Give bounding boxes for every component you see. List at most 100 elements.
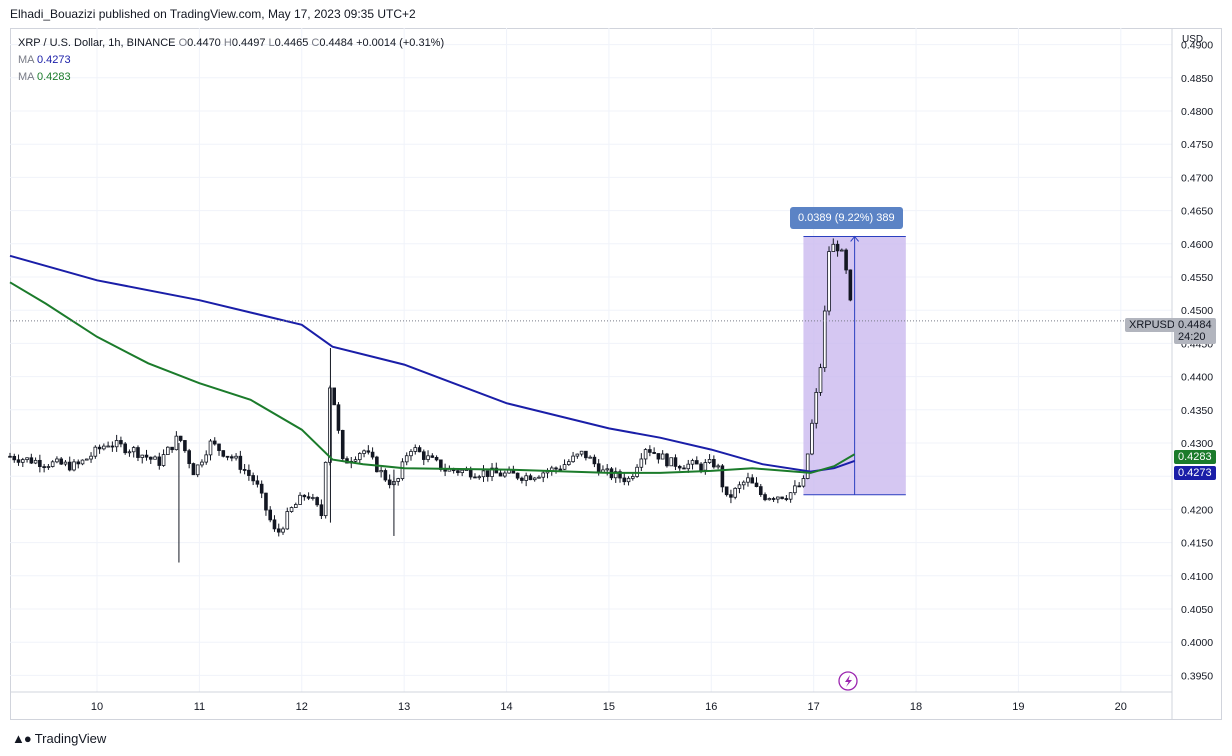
candle (166, 446, 170, 455)
candle (421, 449, 426, 466)
candle (362, 449, 366, 458)
y-tick-label: 0.4500 (1181, 305, 1213, 317)
candle (703, 459, 708, 475)
y-tick-label: 0.4150 (1181, 538, 1213, 550)
legend-ma2-row[interactable]: MA 0.4283 (18, 69, 444, 86)
legend-o-label: O (178, 37, 188, 49)
candle (191, 462, 196, 476)
candle (814, 388, 819, 429)
candle (234, 453, 238, 461)
candle (375, 455, 379, 473)
candle (97, 444, 102, 454)
candle (758, 483, 763, 497)
candle (797, 482, 801, 488)
candle (579, 450, 584, 457)
time-axis: 10 11 12 13 14 15 16 17 18 19 20 (91, 701, 1127, 713)
candle (456, 469, 460, 476)
legend-open: 0.4470 (187, 37, 221, 49)
y-tick-label: 0.3950 (1181, 670, 1213, 682)
measure-label[interactable]: 0.0389 (9.22%) 389 (790, 207, 903, 229)
candle (29, 453, 34, 464)
candle (669, 457, 673, 467)
candle (127, 449, 132, 457)
symbol-tag: XRPUSD (1125, 318, 1179, 332)
candle (793, 480, 797, 496)
candle (20, 457, 25, 468)
y-tick-label: 0.4100 (1181, 571, 1213, 583)
currency-label: USD (1182, 34, 1204, 45)
ma1-price-tag: 0.4273 (1174, 466, 1216, 480)
candle (25, 457, 29, 463)
candle (170, 446, 174, 453)
x-tick-label: 13 (398, 701, 410, 713)
candle (494, 462, 499, 474)
y-tick-label: 0.4750 (1181, 139, 1213, 151)
candle (426, 450, 430, 463)
candle (848, 269, 853, 302)
candle (788, 492, 793, 503)
y-tick-label: 0.4200 (1181, 504, 1213, 516)
candle (84, 458, 89, 461)
candle (571, 451, 575, 463)
candle (336, 402, 341, 434)
candle (801, 475, 806, 488)
legend-ohlc-row: XRP / U.S. Dollar, 1h, BINANCE O0.4470 H… (18, 35, 444, 52)
candle (763, 492, 767, 502)
candle (443, 463, 447, 477)
candle (187, 448, 191, 469)
ma-line-2 (9, 281, 856, 474)
legend-ma1-label: MA (18, 54, 34, 66)
candle (396, 477, 400, 486)
candle (259, 480, 264, 499)
candle (724, 486, 729, 497)
candle (485, 470, 490, 482)
candle (195, 464, 200, 478)
x-tick-label: 12 (296, 701, 308, 713)
candle (161, 449, 166, 467)
candle (379, 466, 383, 478)
y-tick-label: 0.4850 (1181, 73, 1213, 85)
legend-c-label: C (311, 37, 320, 49)
candle (268, 506, 273, 523)
candle (353, 456, 358, 464)
candle (174, 431, 179, 451)
candle (387, 474, 392, 489)
candle (208, 438, 213, 461)
candle (42, 463, 46, 473)
x-tick-label: 18 (910, 701, 922, 713)
candle (323, 461, 328, 519)
candle (746, 472, 750, 487)
candle (144, 449, 149, 461)
candle (404, 452, 409, 466)
candle (635, 464, 639, 478)
footer[interactable]: ▲● TradingView (12, 731, 106, 746)
candle (805, 453, 810, 480)
candle (626, 476, 631, 486)
candle (613, 467, 618, 483)
chart-frame (10, 28, 1222, 720)
ma-line-1 (9, 254, 855, 473)
candle (251, 472, 255, 486)
legend-ma1-value: 0.4273 (36, 54, 71, 66)
legend-ma1-row[interactable]: MA 0.4273 (18, 52, 444, 69)
candle (230, 454, 234, 462)
candle (110, 441, 115, 452)
candle (677, 464, 682, 471)
candle (264, 492, 268, 516)
candle (532, 477, 537, 482)
candle (200, 459, 204, 468)
candle (729, 489, 733, 504)
legend-symbol[interactable]: XRP / U.S. Dollar, 1h, BINANCE (18, 37, 176, 49)
candle (315, 496, 319, 507)
candle (311, 493, 315, 501)
candle (618, 469, 622, 483)
candle (827, 246, 831, 316)
candle (59, 456, 63, 465)
candle (119, 436, 123, 448)
candle (639, 453, 644, 471)
candle (50, 460, 55, 468)
lightning-icon[interactable] (838, 671, 858, 691)
candle (276, 523, 281, 537)
candle (430, 453, 435, 458)
